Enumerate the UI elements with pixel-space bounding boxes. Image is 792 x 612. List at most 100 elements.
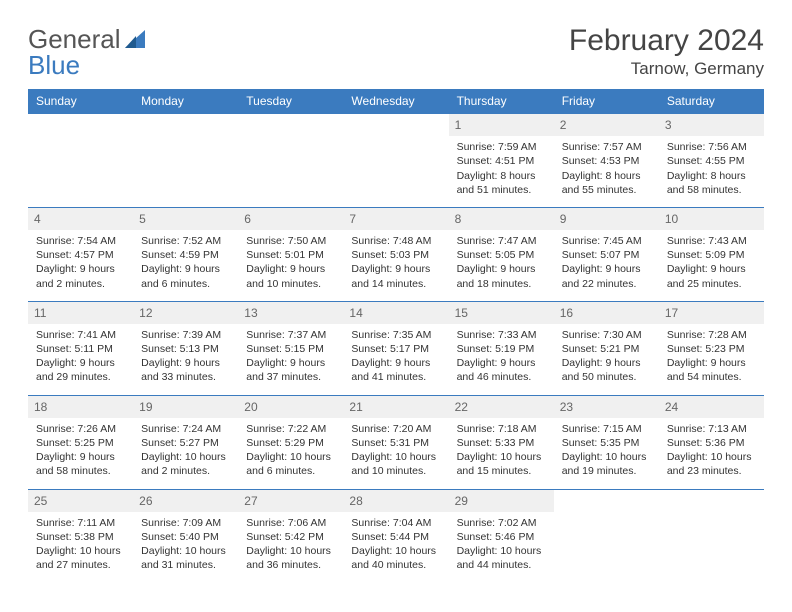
day-number: 15 [449,302,554,324]
sunrise-text: Sunrise: 7:33 AM [457,328,546,342]
logo-text-blue: Blue [28,50,80,81]
calendar-week-row: 4Sunrise: 7:54 AMSunset: 4:57 PMDaylight… [28,207,764,301]
daylight-text: Daylight: 9 hours [457,262,546,276]
calendar-day-cell: 27Sunrise: 7:06 AMSunset: 5:42 PMDayligh… [238,489,343,582]
sunset-text: Sunset: 5:03 PM [351,248,440,262]
daylight-text: and 27 minutes. [36,558,125,572]
calendar-day-cell [238,114,343,208]
sunset-text: Sunset: 5:27 PM [141,436,230,450]
sunset-text: Sunset: 5:44 PM [351,530,440,544]
sunset-text: Sunset: 5:23 PM [667,342,756,356]
calendar-day-cell: 24Sunrise: 7:13 AMSunset: 5:36 PMDayligh… [659,395,764,489]
day-number: 14 [343,302,448,324]
day-number: 9 [554,208,659,230]
daylight-text: Daylight: 9 hours [246,262,335,276]
sunrise-text: Sunrise: 7:13 AM [667,422,756,436]
calendar-day-cell: 3Sunrise: 7:56 AMSunset: 4:55 PMDaylight… [659,114,764,208]
weekday-header: Tuesday [238,89,343,114]
sunset-text: Sunset: 5:21 PM [562,342,651,356]
daylight-text: and 10 minutes. [351,464,440,478]
daylight-text: Daylight: 9 hours [246,356,335,370]
sunrise-text: Sunrise: 7:06 AM [246,516,335,530]
daylight-text: and 29 minutes. [36,370,125,384]
day-number: 29 [449,490,554,512]
sunset-text: Sunset: 5:15 PM [246,342,335,356]
day-number: 5 [133,208,238,230]
sunrise-text: Sunrise: 7:04 AM [351,516,440,530]
sunrise-text: Sunrise: 7:15 AM [562,422,651,436]
calendar-day-cell: 17Sunrise: 7:28 AMSunset: 5:23 PMDayligh… [659,301,764,395]
day-number: 12 [133,302,238,324]
daylight-text: Daylight: 10 hours [246,544,335,558]
sunrise-text: Sunrise: 7:56 AM [667,140,756,154]
daylight-text: Daylight: 9 hours [457,356,546,370]
daylight-text: Daylight: 9 hours [562,262,651,276]
day-number: 3 [659,114,764,136]
sunset-text: Sunset: 4:51 PM [457,154,546,168]
daylight-text: Daylight: 9 hours [36,262,125,276]
daylight-text: and 54 minutes. [667,370,756,384]
day-number: 7 [343,208,448,230]
daylight-text: and 36 minutes. [246,558,335,572]
sunrise-text: Sunrise: 7:35 AM [351,328,440,342]
sunset-text: Sunset: 5:29 PM [246,436,335,450]
calendar-body: 1Sunrise: 7:59 AMSunset: 4:51 PMDaylight… [28,114,764,583]
sunrise-text: Sunrise: 7:41 AM [36,328,125,342]
calendar-week-row: 18Sunrise: 7:26 AMSunset: 5:25 PMDayligh… [28,395,764,489]
daylight-text: and 23 minutes. [667,464,756,478]
sunrise-text: Sunrise: 7:24 AM [141,422,230,436]
daylight-text: and 58 minutes. [36,464,125,478]
calendar-day-cell: 13Sunrise: 7:37 AMSunset: 5:15 PMDayligh… [238,301,343,395]
calendar-day-cell: 7Sunrise: 7:48 AMSunset: 5:03 PMDaylight… [343,207,448,301]
sunset-text: Sunset: 5:07 PM [562,248,651,262]
calendar-day-cell: 18Sunrise: 7:26 AMSunset: 5:25 PMDayligh… [28,395,133,489]
daylight-text: and 2 minutes. [141,464,230,478]
weekday-header: Sunday [28,89,133,114]
sunset-text: Sunset: 5:13 PM [141,342,230,356]
sunset-text: Sunset: 5:05 PM [457,248,546,262]
daylight-text: and 58 minutes. [667,183,756,197]
sunrise-text: Sunrise: 7:57 AM [562,140,651,154]
daylight-text: Daylight: 9 hours [36,356,125,370]
calendar-day-cell [554,489,659,582]
daylight-text: and 46 minutes. [457,370,546,384]
sunset-text: Sunset: 5:40 PM [141,530,230,544]
sunset-text: Sunset: 5:33 PM [457,436,546,450]
weekday-header: Friday [554,89,659,114]
calendar-day-cell [133,114,238,208]
sunrise-text: Sunrise: 7:20 AM [351,422,440,436]
calendar-day-cell: 1Sunrise: 7:59 AMSunset: 4:51 PMDaylight… [449,114,554,208]
daylight-text: and 22 minutes. [562,277,651,291]
sunset-text: Sunset: 5:36 PM [667,436,756,450]
day-number: 16 [554,302,659,324]
location-subtitle: Tarnow, Germany [569,59,764,79]
weekday-header: Wednesday [343,89,448,114]
sunrise-text: Sunrise: 7:22 AM [246,422,335,436]
daylight-text: and 41 minutes. [351,370,440,384]
daylight-text: and 19 minutes. [562,464,651,478]
daylight-text: and 10 minutes. [246,277,335,291]
sunrise-text: Sunrise: 7:30 AM [562,328,651,342]
day-number: 1 [449,114,554,136]
sunset-text: Sunset: 5:46 PM [457,530,546,544]
calendar-day-cell: 16 Sunrise: 7:30 AMSunset: 5:21 PMDayligh… [554,301,659,395]
sunset-text: Sunset: 5:42 PM [246,530,335,544]
daylight-text: and 51 minutes. [457,183,546,197]
daylight-text: Daylight: 10 hours [457,450,546,464]
daylight-text: Daylight: 10 hours [457,544,546,558]
daylight-text: Daylight: 9 hours [141,262,230,276]
daylight-text: and 6 minutes. [246,464,335,478]
sunrise-text: Sunrise: 7:47 AM [457,234,546,248]
calendar-day-cell: 8Sunrise: 7:47 AMSunset: 5:05 PMDaylight… [449,207,554,301]
weekday-header: Thursday [449,89,554,114]
day-number: 19 [133,396,238,418]
day-number: 18 [28,396,133,418]
calendar-day-cell: 25Sunrise: 7:11 AMSunset: 5:38 PMDayligh… [28,489,133,582]
sunset-text: Sunset: 5:31 PM [351,436,440,450]
calendar-day-cell: 4Sunrise: 7:54 AMSunset: 4:57 PMDaylight… [28,207,133,301]
day-number: 17 [659,302,764,324]
day-number: 21 [343,396,448,418]
daylight-text: Daylight: 9 hours [562,356,651,370]
calendar-day-cell: 6Sunrise: 7:50 AMSunset: 5:01 PMDaylight… [238,207,343,301]
weekday-header: Monday [133,89,238,114]
